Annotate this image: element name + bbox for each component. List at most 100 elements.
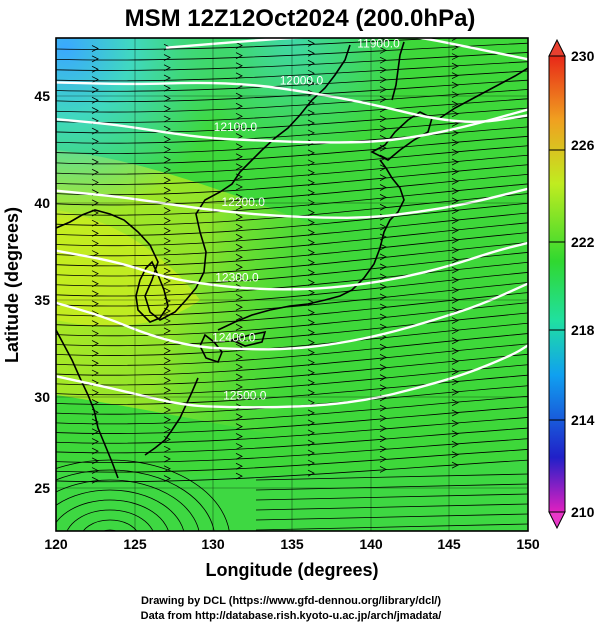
contour-line — [56, 108, 528, 144]
x-tick-label: 145 — [437, 536, 461, 552]
streamline — [56, 173, 528, 206]
streamline — [56, 262, 528, 297]
contour-line — [56, 81, 528, 123]
wind-arrow — [163, 95, 171, 102]
wind-arrow — [163, 197, 171, 204]
wind-arrow — [235, 273, 243, 281]
streamline — [56, 242, 528, 277]
contour-label: 12500.0 — [223, 389, 267, 403]
coast-honshu — [217, 159, 405, 331]
colorbar-tick-label: 230 — [571, 48, 595, 64]
wind-arrow — [379, 66, 387, 74]
wind-arrow — [379, 404, 387, 412]
wind-arrow — [163, 166, 171, 174]
wind-arrow — [91, 240, 99, 247]
coast-shikoku — [229, 330, 267, 347]
streamline — [56, 282, 528, 317]
wind-arrow — [91, 359, 99, 367]
wind-arrow — [91, 179, 99, 186]
streamline — [255, 473, 528, 481]
wind-arrow — [379, 343, 387, 351]
wind-arrow — [91, 438, 99, 445]
wind-arrow — [235, 462, 243, 470]
wind-arrow — [163, 84, 171, 92]
wind-arrow — [235, 253, 243, 261]
wind-arrow — [451, 217, 459, 224]
contour-line — [166, 38, 528, 61]
wind-arrow — [163, 136, 171, 143]
wind-arrow — [235, 303, 243, 311]
wind-arrow — [91, 250, 99, 257]
wind-arrow — [163, 445, 171, 453]
wind-arrow — [307, 289, 315, 296]
x-tick-label: 135 — [280, 536, 304, 552]
wind-arrow — [379, 283, 387, 291]
wind-arrow — [163, 207, 171, 214]
contour-label: 12400.0 — [212, 331, 256, 345]
streamline — [56, 164, 528, 196]
streamline — [56, 252, 528, 287]
wind-arrow — [235, 353, 243, 361]
wind-arrow — [235, 163, 243, 171]
wind-arrow — [307, 169, 315, 177]
streamline — [56, 312, 528, 347]
wind-arrow — [163, 115, 171, 123]
wind-arrow — [451, 53, 459, 60]
x-tick-label: 140 — [359, 536, 383, 552]
wind-arrow — [451, 409, 459, 417]
wind-arrow — [91, 229, 99, 237]
wind-arrow — [451, 178, 459, 185]
wind-arrow — [451, 337, 459, 345]
wind-arrow — [379, 414, 387, 422]
wind-arrow — [235, 42, 243, 49]
wind-arrow — [307, 309, 315, 316]
wind-arrow — [307, 319, 315, 326]
wind-arrow — [91, 340, 99, 347]
wind-arrow — [91, 349, 99, 357]
y-tick-label: 35 — [34, 292, 50, 308]
wind-arrow — [91, 280, 99, 288]
streamline — [255, 493, 528, 501]
wind-arrow — [163, 277, 171, 285]
colorbar-tick-label: 222 — [571, 234, 595, 250]
wind-arrow — [307, 229, 315, 236]
wind-arrow — [451, 286, 459, 294]
wind-arrow — [163, 176, 171, 184]
wind-arrow — [307, 419, 315, 427]
streamline — [56, 292, 528, 327]
wind-arrow — [307, 269, 315, 276]
wind-arrow — [235, 203, 243, 211]
plot-frame — [55, 37, 529, 532]
streamline — [56, 183, 528, 216]
wind-arrow — [451, 62, 459, 70]
credit-line-2: Data from http://database.rish.kyoto-u.a… — [141, 610, 442, 622]
streamline — [56, 222, 528, 257]
streamline — [56, 38, 452, 51]
wind-arrow — [163, 327, 171, 335]
wind-arrow — [91, 300, 99, 308]
wind-arrow — [379, 445, 387, 453]
streamline — [56, 70, 528, 92]
wind-arrow — [307, 109, 315, 117]
streamline — [56, 364, 528, 396]
wind-arrow — [91, 45, 99, 52]
streamline — [56, 333, 528, 366]
y-tick-label: 25 — [34, 480, 50, 496]
circulation-streamline — [102, 529, 118, 531]
y-axis-label: Latitude (degrees) — [2, 207, 22, 363]
wind-arrow — [307, 179, 315, 187]
wind-arrow — [163, 357, 171, 365]
wind-arrow — [91, 310, 99, 318]
wind-arrow — [163, 465, 171, 473]
x-axis-label: Longitude (degrees) — [205, 560, 378, 580]
wind-arrow — [163, 105, 171, 113]
y-ticks: 25 30 35 40 45 — [34, 88, 50, 496]
wind-arrow — [379, 273, 387, 281]
colorbar-top-arrow — [548, 38, 566, 57]
wind-arrow — [235, 263, 243, 271]
streamline — [56, 61, 528, 82]
wind-arrow — [91, 127, 99, 135]
streamline — [56, 107, 528, 134]
wind-arrow — [163, 416, 171, 424]
wind-arrow — [163, 287, 171, 295]
